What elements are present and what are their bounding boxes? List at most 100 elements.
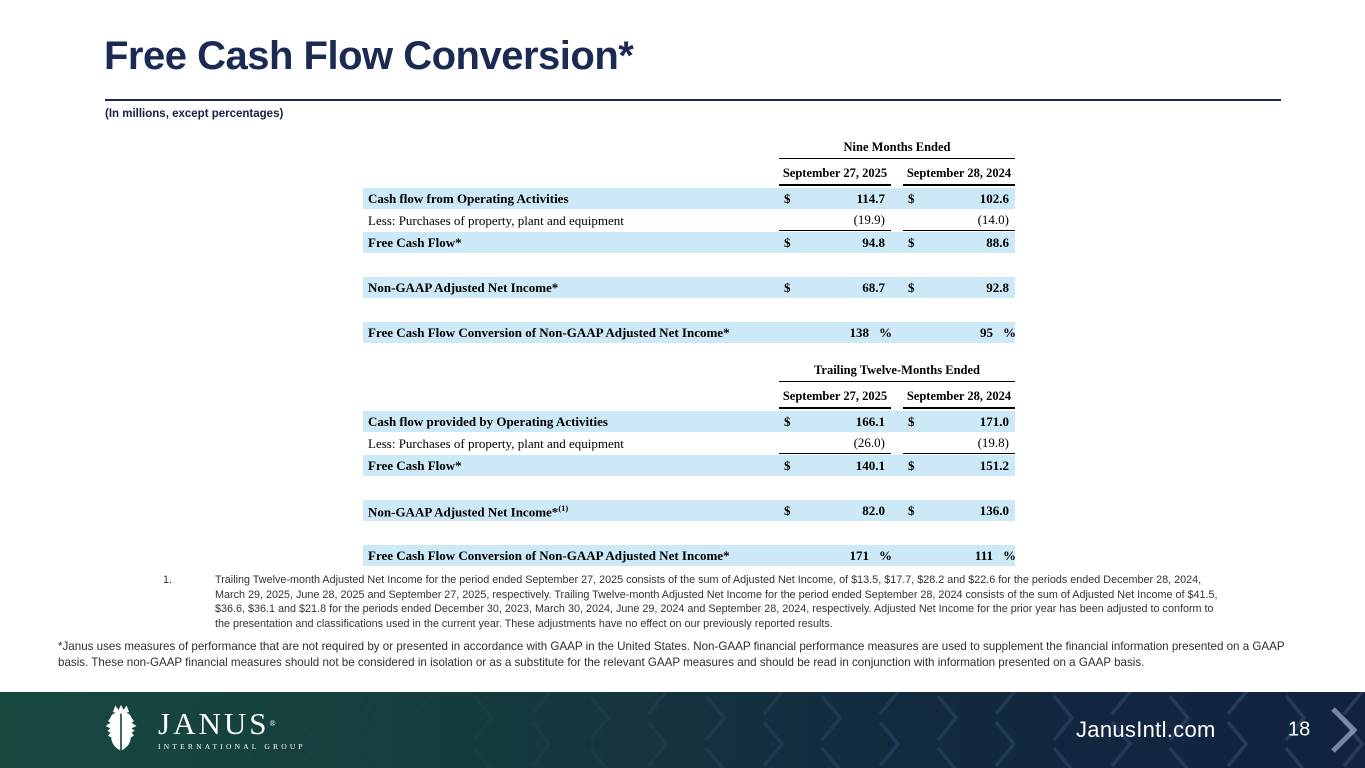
row-label: Non-GAAP Adjusted Net Income*(1)	[368, 503, 569, 520]
row-value: 92.8	[986, 279, 1009, 295]
row-value-cell: 111%	[903, 545, 1016, 566]
janus-logo: JANUS® INTERNATIONAL GROUP	[95, 701, 306, 759]
row-label: Cash flow from Operating Activities	[368, 191, 569, 206]
row-value: 140.1	[855, 457, 885, 473]
row-value: 68.7	[862, 279, 885, 295]
registered-mark: ®	[269, 719, 279, 728]
table-row: Cash flow from Operating Activities $114.…	[363, 188, 1015, 209]
table-spacer-row	[363, 477, 1015, 499]
row-value-cell: $136.0	[903, 500, 1015, 521]
row-label: Free Cash Flow Conversion of Non-GAAP Ad…	[368, 325, 730, 340]
percent-sign: %	[879, 547, 892, 563]
table-row: Non-GAAP Adjusted Net Income* $68.7 $92.8	[363, 277, 1015, 298]
table-row: Cash flow provided by Operating Activiti…	[363, 411, 1015, 432]
column-header-2024: September 28, 2024	[903, 389, 1015, 409]
row-value-cell: (19.8)	[903, 433, 1015, 454]
row-value: 114.7	[856, 190, 885, 206]
row-value: (26.0)	[853, 435, 885, 450]
row-value-cell: 171%	[779, 545, 893, 566]
dollar-sign: $	[908, 502, 915, 518]
table-row: Free Cash Flow Conversion of Non-GAAP Ad…	[363, 545, 1016, 566]
nine-months-table: Nine Months Ended September 27, 2025 Sep…	[363, 140, 1016, 344]
footnote-1: 1. Trailing Twelve-month Adjusted Net In…	[163, 573, 1231, 631]
row-value: (14.0)	[977, 212, 1009, 227]
row-value: 166.1	[855, 413, 885, 429]
trailing-twelve-months-table: Trailing Twelve-Months Ended September 2…	[363, 363, 1016, 567]
percent-sign: %	[1003, 324, 1016, 340]
row-value-cell: $166.1	[779, 411, 891, 432]
janus-logo-title: JANUS®	[158, 706, 279, 741]
row-value: 151.2	[979, 457, 1009, 473]
janus-logo-icon	[105, 704, 137, 751]
website-link[interactable]: JanusIntl.com	[1076, 717, 1216, 742]
row-label: Cash flow provided by Operating Activiti…	[368, 414, 608, 429]
column-header-2024: September 28, 2024	[903, 166, 1015, 186]
row-value-cell: $82.0	[779, 500, 891, 521]
page-number: 18	[1288, 718, 1311, 741]
row-value-cell: $92.8	[903, 277, 1015, 298]
janus-logo-text: JANUS® INTERNATIONAL GROUP	[158, 706, 306, 751]
table-row: Non-GAAP Adjusted Net Income*(1) $82.0 $13…	[363, 500, 1015, 521]
dollar-sign: $	[908, 190, 915, 206]
page-title: Free Cash Flow Conversion*	[104, 34, 634, 78]
title-divider	[105, 99, 1281, 101]
row-value-cell: $94.8	[779, 232, 891, 253]
table-spacer-row	[363, 522, 1015, 544]
dollar-sign: $	[784, 413, 791, 429]
row-value-cell: $102.6	[903, 188, 1015, 209]
row-value: 94.8	[862, 234, 885, 250]
dollar-sign: $	[908, 413, 915, 429]
dollar-sign: $	[784, 279, 791, 295]
period-header: Nine Months Ended	[779, 140, 1015, 159]
footnote-1-text: Trailing Twelve-month Adjusted Net Incom…	[215, 574, 1218, 630]
row-value: 171	[849, 547, 870, 563]
table-row: Less: Purchases of property, plant and e…	[363, 433, 1015, 454]
row-label: Free Cash Flow Conversion of Non-GAAP Ad…	[368, 548, 730, 563]
row-value: (19.8)	[977, 435, 1009, 450]
column-header-2025: September 27, 2025	[779, 389, 891, 409]
chevron-pattern	[0, 692, 1365, 768]
dollar-sign: $	[784, 502, 791, 518]
row-value: 111	[974, 547, 993, 563]
table-spacer-row	[363, 299, 1015, 321]
gaap-disclaimer: *Janus uses measures of performance that…	[58, 640, 1285, 669]
table-rows: Cash flow provided by Operating Activiti…	[363, 411, 1016, 566]
table-rows: Cash flow from Operating Activities $114.…	[363, 188, 1016, 343]
period-header: Trailing Twelve-Months Ended	[779, 363, 1015, 382]
row-label: Non-GAAP Adjusted Net Income*	[368, 280, 559, 295]
row-value-cell: 95%	[903, 322, 1016, 343]
dollar-sign: $	[784, 457, 791, 473]
row-value-cell: (19.9)	[779, 210, 891, 231]
footnote-reference: (1)	[558, 503, 569, 514]
dollar-sign: $	[784, 234, 791, 250]
row-label: Less: Purchases of property, plant and e…	[368, 436, 624, 451]
footnote-1-marker: 1.	[163, 574, 173, 586]
row-value: 102.6	[979, 190, 1009, 206]
row-label: Less: Purchases of property, plant and e…	[368, 213, 624, 228]
row-value-cell: $68.7	[779, 277, 891, 298]
row-value: 88.6	[986, 234, 1009, 250]
dollar-sign: $	[784, 190, 791, 206]
row-value: 138	[849, 324, 870, 340]
column-header-2025: September 27, 2025	[779, 166, 891, 186]
table-row: Less: Purchases of property, plant and e…	[363, 210, 1015, 231]
row-label: Free Cash Flow*	[368, 235, 462, 250]
row-value-cell: (26.0)	[779, 433, 891, 454]
row-value: 95	[980, 324, 993, 340]
column-headers: September 27, 2025 September 28, 2024	[779, 166, 1015, 186]
table-spacer-row	[363, 254, 1015, 276]
dollar-sign: $	[908, 457, 915, 473]
janus-logo-subtitle: INTERNATIONAL GROUP	[158, 742, 306, 751]
row-value-cell: $88.6	[903, 232, 1015, 253]
percent-sign: %	[879, 324, 892, 340]
row-value: 136.0	[979, 502, 1009, 518]
row-value: 171.0	[979, 413, 1009, 429]
footer: JANUS® INTERNATIONAL GROUP JanusIntl.com…	[0, 692, 1365, 768]
dollar-sign: $	[908, 234, 915, 250]
row-value-cell: 138%	[779, 322, 893, 343]
chevron-decoration-icon	[1331, 707, 1358, 753]
row-value-cell: $140.1	[779, 455, 891, 476]
table-row: Free Cash Flow* $94.8 $88.6	[363, 232, 1015, 253]
column-headers: September 27, 2025 September 28, 2024	[779, 389, 1015, 409]
